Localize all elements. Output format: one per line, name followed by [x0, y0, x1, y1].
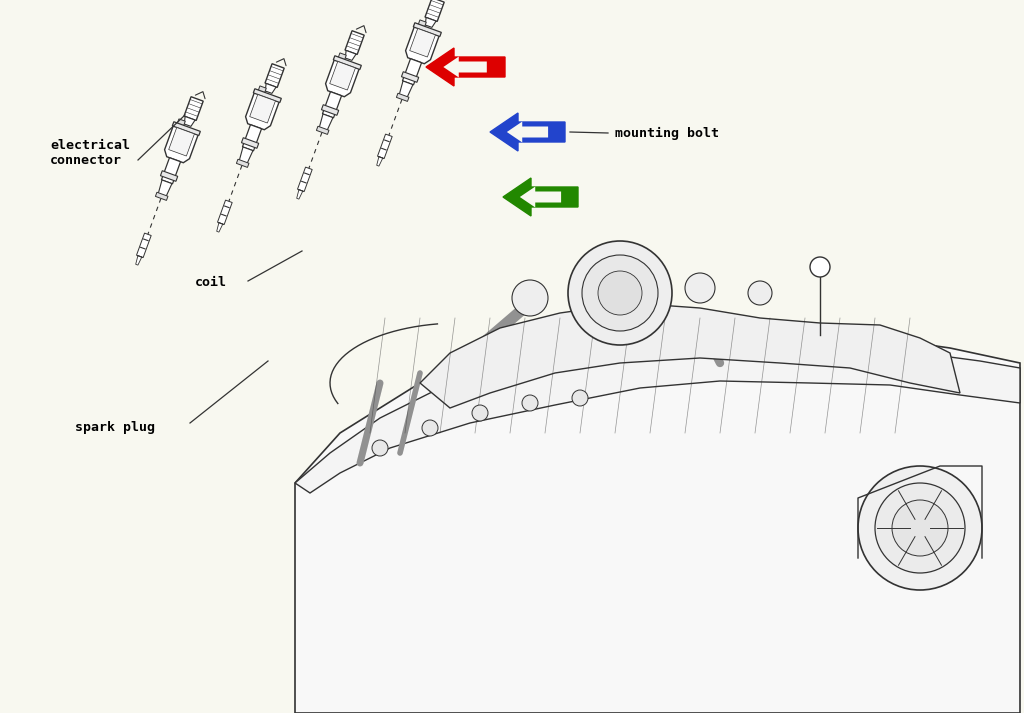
Text: spark plug: spark plug	[75, 421, 155, 434]
Polygon shape	[158, 180, 172, 197]
Circle shape	[858, 466, 982, 590]
Circle shape	[874, 483, 965, 573]
Circle shape	[572, 390, 588, 406]
Polygon shape	[377, 157, 383, 166]
Polygon shape	[162, 158, 180, 184]
Polygon shape	[406, 24, 440, 63]
Polygon shape	[165, 123, 199, 163]
Polygon shape	[217, 222, 223, 232]
Circle shape	[512, 280, 548, 316]
Polygon shape	[345, 51, 356, 61]
Polygon shape	[425, 0, 444, 21]
Polygon shape	[258, 86, 266, 93]
Circle shape	[892, 500, 948, 556]
Polygon shape	[418, 20, 426, 28]
Polygon shape	[156, 193, 168, 200]
Polygon shape	[378, 134, 392, 158]
Circle shape	[472, 405, 488, 421]
Polygon shape	[246, 91, 280, 130]
Text: mounting bolt: mounting bolt	[615, 126, 719, 140]
Polygon shape	[426, 48, 505, 86]
Polygon shape	[297, 190, 303, 199]
Polygon shape	[253, 88, 282, 103]
Polygon shape	[250, 95, 275, 123]
Polygon shape	[396, 93, 409, 101]
Circle shape	[582, 255, 658, 331]
Circle shape	[810, 257, 830, 277]
Polygon shape	[316, 126, 329, 135]
Polygon shape	[490, 113, 565, 151]
Polygon shape	[503, 178, 578, 216]
Polygon shape	[239, 147, 253, 164]
Polygon shape	[184, 116, 196, 126]
Polygon shape	[136, 256, 141, 265]
Polygon shape	[507, 121, 548, 143]
Polygon shape	[184, 97, 203, 120]
Polygon shape	[345, 31, 365, 54]
Polygon shape	[319, 114, 333, 131]
Polygon shape	[338, 53, 346, 61]
Polygon shape	[322, 105, 339, 116]
Polygon shape	[420, 303, 961, 408]
Circle shape	[522, 395, 538, 411]
Polygon shape	[399, 81, 413, 98]
Polygon shape	[401, 72, 419, 82]
Circle shape	[685, 273, 715, 303]
Polygon shape	[334, 56, 361, 70]
Text: electrical
connector: electrical connector	[50, 139, 130, 167]
Polygon shape	[242, 138, 259, 148]
Polygon shape	[172, 122, 201, 135]
Polygon shape	[295, 343, 1020, 493]
Circle shape	[372, 440, 388, 456]
Polygon shape	[323, 92, 342, 118]
Polygon shape	[265, 63, 285, 88]
Polygon shape	[169, 128, 195, 156]
Polygon shape	[136, 233, 152, 257]
Polygon shape	[161, 170, 178, 181]
Polygon shape	[217, 200, 232, 225]
Polygon shape	[265, 83, 276, 93]
Circle shape	[748, 281, 772, 305]
Text: coil: coil	[195, 277, 227, 289]
Polygon shape	[402, 58, 422, 85]
Polygon shape	[243, 125, 261, 151]
Circle shape	[422, 420, 438, 436]
Polygon shape	[237, 159, 249, 168]
Circle shape	[568, 241, 672, 345]
Polygon shape	[410, 29, 435, 57]
Polygon shape	[177, 119, 185, 127]
Polygon shape	[414, 23, 441, 36]
Polygon shape	[298, 167, 312, 192]
Polygon shape	[425, 17, 436, 27]
Polygon shape	[520, 187, 561, 207]
Circle shape	[598, 271, 642, 315]
Polygon shape	[295, 328, 1020, 713]
Polygon shape	[326, 58, 360, 97]
Polygon shape	[330, 61, 355, 90]
Polygon shape	[443, 56, 486, 78]
